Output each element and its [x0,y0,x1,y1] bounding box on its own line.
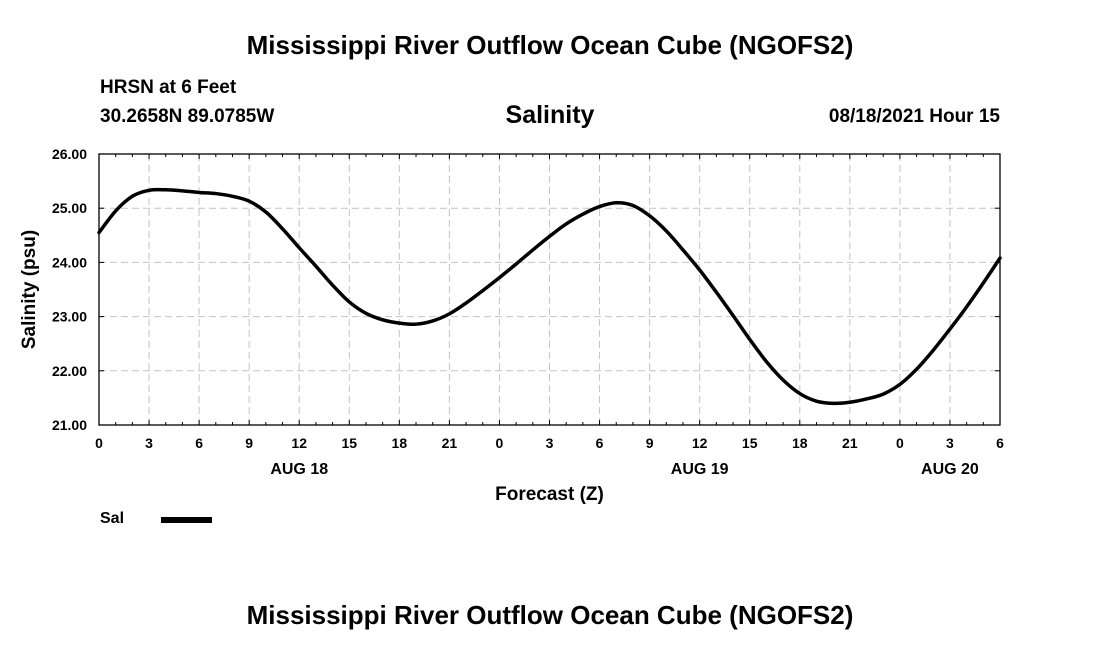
y-tick-label: 26.00 [52,146,87,162]
footer-title: Mississippi River Outflow Ocean Cube (NG… [246,600,854,630]
station-coordinates: 30.2658N 89.0785W [100,106,275,127]
y-tick-label: 21.00 [52,417,87,433]
forecast-datetime: 08/18/2021 Hour 15 [828,106,1000,127]
date-label: AUG 20 [921,461,979,478]
station-label: HRSN at 6 Feet [100,77,237,98]
variable-title: Salinity [505,101,595,129]
legend-swatch [161,517,212,523]
x-tick-label: 12 [692,435,708,451]
date-label: AUG 19 [671,461,729,478]
date-label: AUG 18 [270,461,328,478]
x-tick-label: 6 [996,435,1004,451]
x-tick-label: 21 [842,435,858,451]
x-tick-label: 0 [896,435,904,451]
x-tick-label: 3 [145,435,153,451]
chart-title: Mississippi River Outflow Ocean Cube (NG… [246,30,854,60]
y-tick-label: 23.00 [52,309,87,325]
y-tick-label: 25.00 [52,200,87,216]
x-tick-label: 15 [742,435,758,451]
legend-label: Sal [100,510,125,527]
x-axis-label: Forecast (Z) [495,484,604,505]
x-tick-label: 15 [341,435,357,451]
y-tick-label: 22.00 [52,363,87,379]
x-tick-label: 18 [392,435,408,451]
x-tick-label: 18 [792,435,808,451]
x-tick-label: 21 [442,435,458,451]
x-tick-label: 0 [496,435,504,451]
x-tick-label: 6 [195,435,203,451]
y-axis-label: Salinity (psu) [19,230,40,349]
y-tick-label: 24.00 [52,254,87,270]
x-tick-label: 0 [95,435,103,451]
salinity-series-line [97,187,1002,406]
x-tick-label: 12 [291,435,307,451]
x-tick-label: 9 [646,435,654,451]
x-tick-label: 3 [946,435,954,451]
x-tick-label: 9 [245,435,253,451]
x-tick-label: 3 [546,435,554,451]
x-tick-label: 6 [596,435,604,451]
